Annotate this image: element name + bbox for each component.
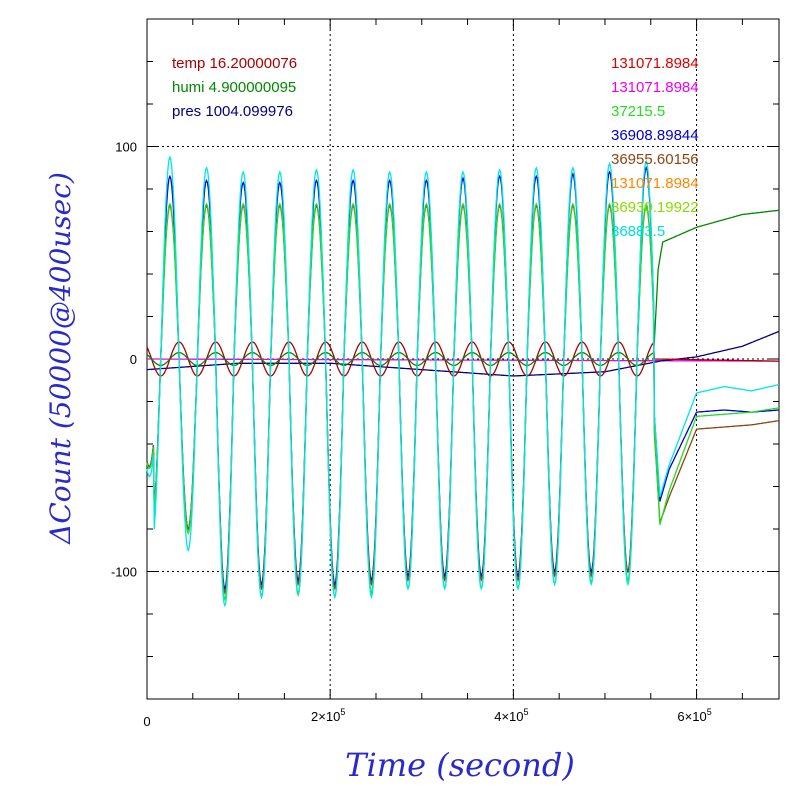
channel-label: 36955.60156 xyxy=(611,151,699,168)
x-tick-label: 0 xyxy=(143,714,150,729)
channel-label: 36930.19922 xyxy=(611,199,699,216)
channel-label: 131071.8984 xyxy=(611,55,699,72)
y-tick-label: 100 xyxy=(115,140,137,155)
x-tick-label: 6×105 xyxy=(677,707,711,724)
series-layer xyxy=(146,155,780,608)
channel-label: 36908.89844 xyxy=(611,127,699,144)
series-line xyxy=(146,155,780,608)
x-tick-label: 4×105 xyxy=(494,707,528,724)
y-tick-labels: 100 0 -100 xyxy=(111,140,137,580)
env-legend: temp 16.20000076 humi 4.900000095 pres 100… xyxy=(172,55,297,120)
env-label: pres 1004.099976 xyxy=(172,103,293,120)
env-label: humi 4.900000095 xyxy=(172,79,296,96)
channel-label: 131071.8984 xyxy=(611,175,699,192)
y-tick-label: -100 xyxy=(111,565,137,580)
channel-legend: 131071.8984 131071.8984 37215.5 36908.89844… xyxy=(611,55,699,240)
y-axis-title: ΔCount (50000@400usec) xyxy=(44,172,77,545)
minor-ticks xyxy=(146,19,779,699)
channel-label: 131071.8984 xyxy=(611,79,699,96)
x-tick-labels: 0 2×105 4×105 6×105 xyxy=(143,707,711,729)
env-label: temp 16.20000076 xyxy=(172,55,297,72)
x-axis-title: Time (second) xyxy=(345,746,575,784)
x-tick-label: 2×105 xyxy=(311,707,345,724)
y-tick-label: 0 xyxy=(130,352,137,367)
channel-label: 37215.5 xyxy=(611,103,665,120)
channel-label: 36883.5 xyxy=(611,223,665,240)
